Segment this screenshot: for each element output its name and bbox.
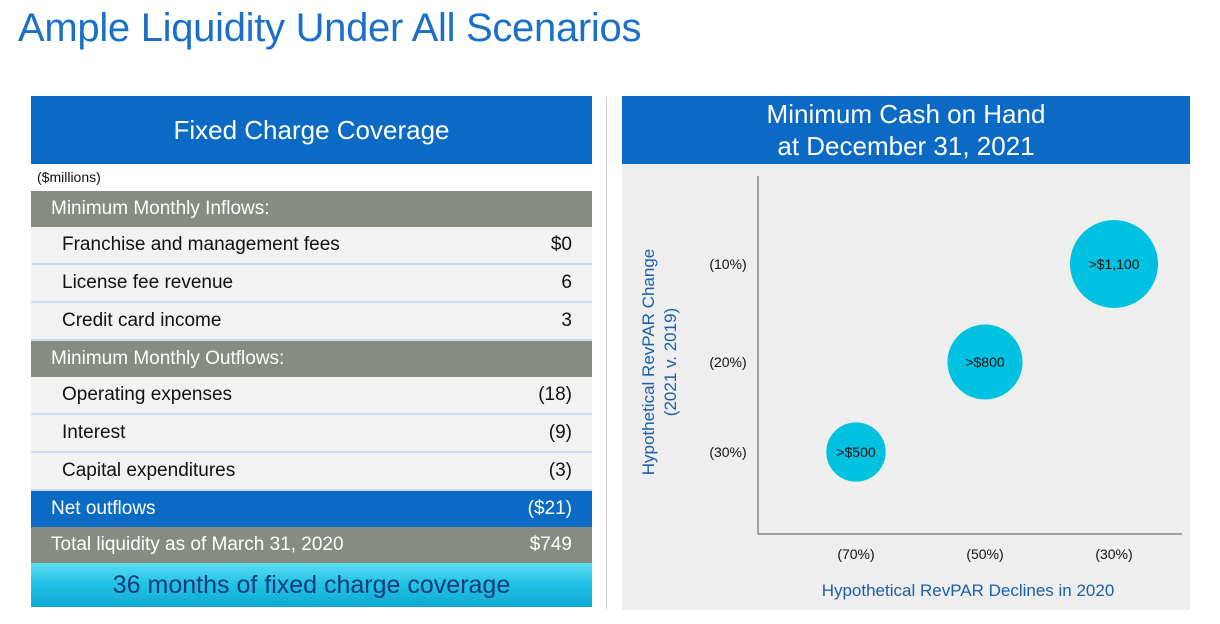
page-title: Ample Liquidity Under All Scenarios bbox=[18, 6, 642, 50]
y-tick-label: (10%) bbox=[709, 256, 746, 272]
coverage-months-banner: 36 months of fixed charge coverage bbox=[31, 563, 592, 607]
row-label: Interest bbox=[62, 422, 126, 443]
total-liquidity-row: Total liquidity as of March 31, 2020 $74… bbox=[31, 527, 592, 563]
table-row: Interest (9) bbox=[31, 415, 592, 453]
chart-header: Minimum Cash on Hand at December 31, 202… bbox=[622, 96, 1190, 164]
bubble-chart: (30%) (20%) (10%) (70%) (50%) (30%) Hypothetic… bbox=[639, 176, 1182, 600]
chart-header-line1: Minimum Cash on Hand bbox=[766, 99, 1046, 129]
total-liquidity-value: $749 bbox=[529, 534, 572, 555]
table-row: Capital expenditures (3) bbox=[31, 453, 592, 491]
inflows-section-header: Minimum Monthly Inflows: bbox=[31, 191, 592, 227]
x-tick-label: (30%) bbox=[1095, 546, 1132, 562]
row-label: Capital expenditures bbox=[62, 460, 236, 481]
bubble bbox=[1070, 220, 1158, 308]
x-axis-title: Hypothetical RevPAR Declines in 2020 bbox=[822, 581, 1115, 600]
outflows-section-label: Minimum Monthly Outflows: bbox=[51, 348, 285, 369]
row-label: License fee revenue bbox=[62, 272, 234, 293]
row-value: 3 bbox=[561, 310, 572, 331]
table-row: License fee revenue 6 bbox=[31, 265, 592, 303]
x-tick-label: (70%) bbox=[837, 546, 874, 562]
panel-divider bbox=[606, 97, 607, 610]
y-tick-label: (30%) bbox=[709, 444, 746, 460]
row-value: (9) bbox=[548, 422, 572, 443]
bubble-label: >$1,100 bbox=[1089, 256, 1140, 272]
table-row: Franchise and management fees $0 bbox=[31, 227, 592, 265]
fixed-charge-coverage-panel: Fixed Charge Coverage ($millions) Minimu… bbox=[31, 96, 592, 607]
bubble bbox=[826, 422, 886, 482]
bubble bbox=[947, 324, 1023, 400]
row-value: (3) bbox=[548, 460, 572, 481]
outflows-section-header: Minimum Monthly Outflows: bbox=[31, 341, 592, 377]
row-value: $0 bbox=[550, 234, 572, 255]
net-outflows-row: Net outflows ($21) bbox=[31, 491, 592, 527]
table-row: Credit card income 3 bbox=[31, 303, 592, 341]
net-outflows-label: Net outflows bbox=[51, 498, 156, 519]
row-value: (18) bbox=[538, 384, 572, 405]
row-label: Credit card income bbox=[62, 310, 222, 331]
units-label: ($millions) bbox=[31, 164, 592, 191]
bubble-label: >$800 bbox=[965, 354, 1005, 370]
table-row: Operating expenses (18) bbox=[31, 377, 592, 415]
inflows-section-label: Minimum Monthly Inflows: bbox=[51, 198, 270, 219]
total-liquidity-label: Total liquidity as of March 31, 2020 bbox=[51, 534, 344, 555]
x-tick-label: (50%) bbox=[966, 546, 1003, 562]
row-label: Operating expenses bbox=[62, 384, 233, 405]
y-tick-label: (20%) bbox=[709, 354, 746, 370]
net-outflows-value: ($21) bbox=[527, 498, 572, 519]
row-value: 6 bbox=[561, 272, 572, 293]
y-axis-title-line2: (2021 v. 2019) bbox=[661, 308, 680, 416]
minimum-cash-panel: Minimum Cash on Hand at December 31, 202… bbox=[622, 96, 1190, 610]
bubble-label: >$500 bbox=[836, 444, 876, 460]
chart-header-line2: at December 31, 2021 bbox=[777, 131, 1035, 161]
coverage-header: Fixed Charge Coverage bbox=[31, 96, 592, 164]
row-label: Franchise and management fees bbox=[62, 234, 340, 255]
y-axis-title: Hypothetical RevPAR Change bbox=[639, 249, 658, 475]
